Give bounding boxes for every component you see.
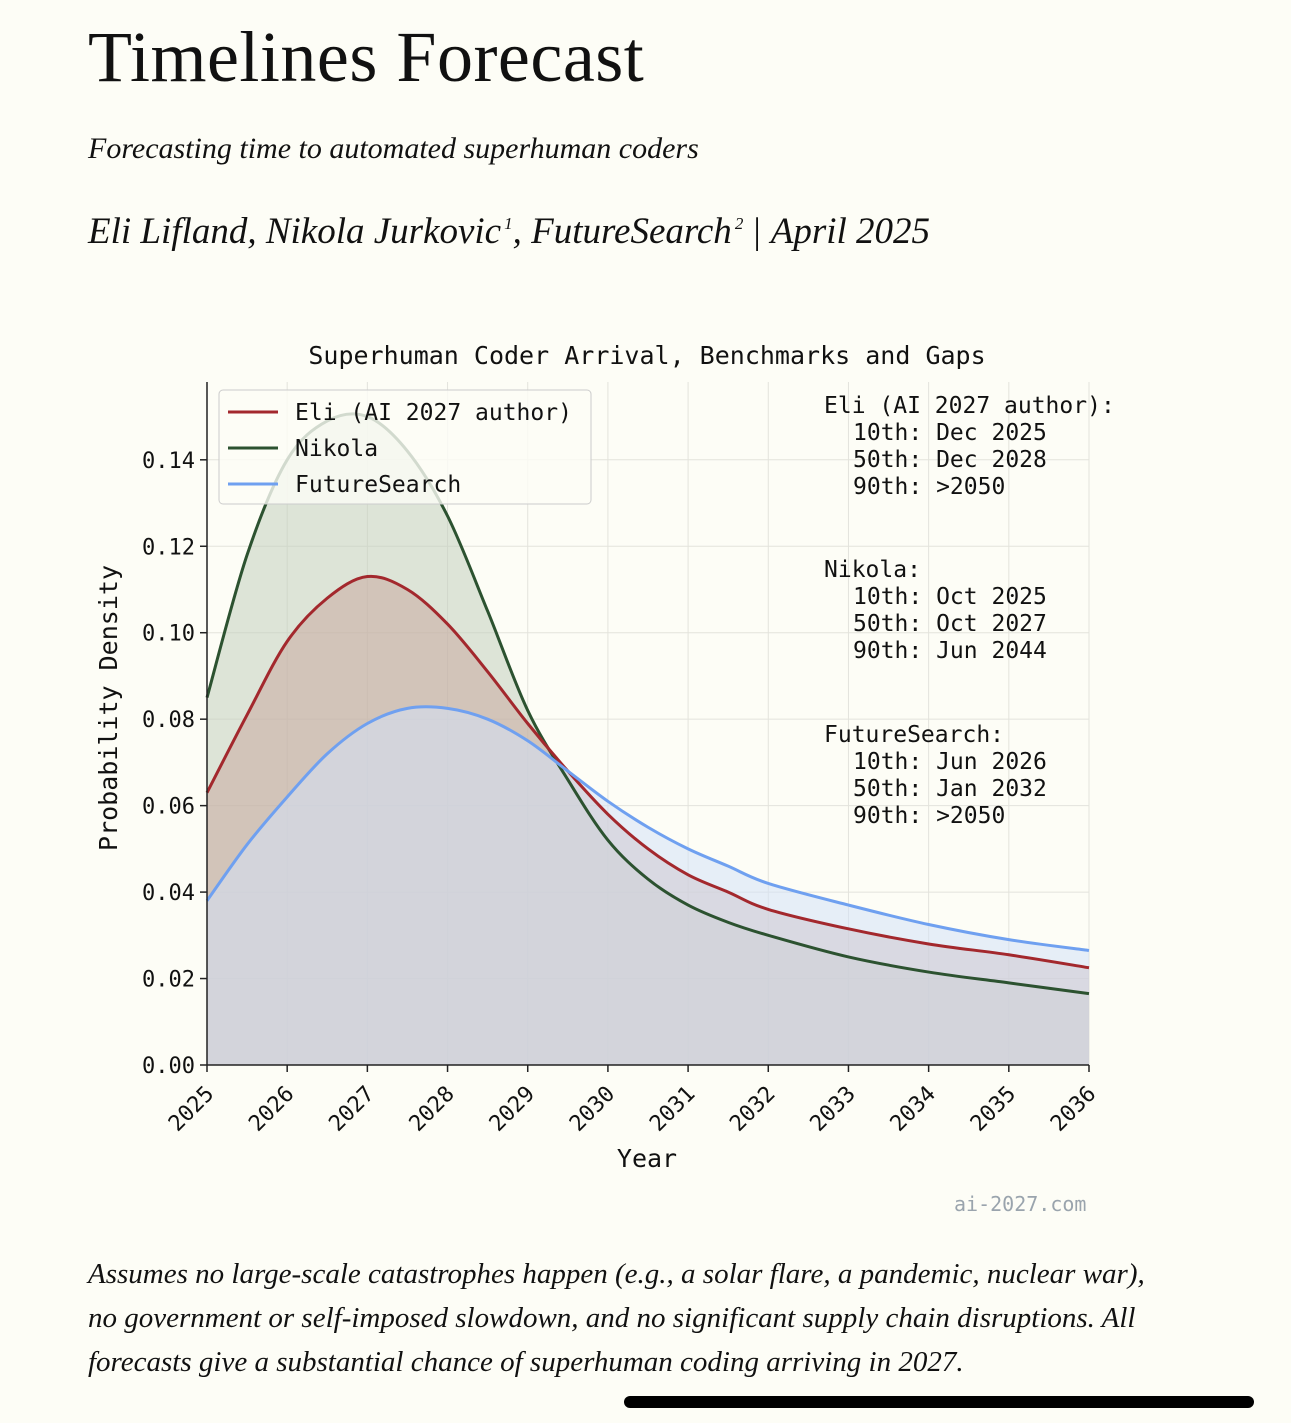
legend-label: Eli (AI 2027 author) xyxy=(295,400,572,426)
annotation-line: 10th: Oct 2025 xyxy=(853,584,1047,610)
x-tick-label: 2036 xyxy=(1046,1082,1101,1137)
x-tick-label: 2029 xyxy=(485,1082,540,1137)
y-tick-label: 0.00 xyxy=(142,1054,195,1079)
annotation-line: 90th: >2050 xyxy=(853,803,1005,829)
chart-title: Superhuman Coder Arrival, Benchmarks and… xyxy=(308,341,985,370)
chart-annotations: Eli (AI 2027 author):10th: Dec 202550th:… xyxy=(824,393,1115,829)
annotation-header: Nikola: xyxy=(824,557,921,583)
page-title: Timelines Forecast xyxy=(88,17,645,97)
line-futuresearch xyxy=(205,705,1090,952)
y-tick-label: 0.06 xyxy=(142,795,195,820)
byline-author-futuresearch[interactable]: , FutureSearch xyxy=(512,211,732,252)
y-tick-label: 0.04 xyxy=(142,881,195,906)
annotation-line: 90th: Jun 2044 xyxy=(853,638,1047,664)
chart-svg: 2025 2026 2027 2028 2029 2030 2031 2032 2033 2034… xyxy=(94,341,1115,1173)
annotation-line: 10th: Jun 2026 xyxy=(853,749,1047,775)
x-tick-label: 2028 xyxy=(405,1082,460,1137)
x-tick-label: 2035 xyxy=(966,1082,1021,1137)
annotation-line: 50th: Dec 2028 xyxy=(853,447,1047,473)
legend-box xyxy=(218,389,592,505)
x-tick-label: 2030 xyxy=(565,1082,620,1137)
byline-date: April 2025 xyxy=(770,211,931,252)
x-tick-label: 2033 xyxy=(806,1082,861,1137)
annotation-line: 10th: Dec 2025 xyxy=(853,420,1047,446)
x-tick-label: 2026 xyxy=(244,1082,299,1137)
y-axis-label: Probability Density xyxy=(94,565,123,851)
annotation-header: FutureSearch: xyxy=(824,722,1004,748)
home-indicator[interactable] xyxy=(624,1396,1254,1408)
forecast-chart: 2025 2026 2027 2028 2029 2030 2031 2032 2033 2034… xyxy=(86,330,1236,1230)
x-tick-label: 2025 xyxy=(164,1082,219,1137)
annotation-line: 50th: Oct 2027 xyxy=(853,611,1047,637)
area-futuresearch xyxy=(207,706,1089,1065)
page-subtitle: Forecasting time to automated superhuman… xyxy=(88,132,699,165)
y-tick-label: 0.14 xyxy=(142,449,195,474)
annotation-header: Eli (AI 2027 author): xyxy=(824,393,1115,419)
x-tick-label: 2027 xyxy=(324,1082,379,1137)
footnote: Assumes no large-scale catastrophes happ… xyxy=(88,1258,1145,1378)
byline-separator: | xyxy=(753,211,761,252)
chart-areas xyxy=(207,413,1089,1065)
footnote-marker-2[interactable]: 2 xyxy=(734,214,744,233)
byline: Eli Lifland, Nikola Jurkovic 1, FutureSea… xyxy=(88,210,930,253)
byline-author-nikola[interactable]: Nikola Jurkovic xyxy=(265,211,502,252)
annotation-line: 90th: >2050 xyxy=(853,474,1005,500)
legend-label: FutureSearch xyxy=(295,472,461,498)
x-tick-label: 2032 xyxy=(725,1082,780,1137)
y-tick-label: 0.12 xyxy=(142,535,195,560)
byline-author-eli[interactable]: Eli Lifland, xyxy=(88,211,257,252)
annotation-line: 50th: Jan 2032 xyxy=(853,776,1047,802)
chart-legend: Eli (AI 2027 author) Nikola FutureSearch xyxy=(218,389,592,505)
watermark: ai-2027.com xyxy=(954,1192,1087,1216)
y-tick-label: 0.10 xyxy=(142,622,195,647)
legend-label: Nikola xyxy=(295,436,378,462)
x-tick-label: 2031 xyxy=(645,1082,700,1137)
y-tick-label: 0.08 xyxy=(142,708,195,733)
y-tick-label: 0.02 xyxy=(142,968,195,993)
x-axis-label: Year xyxy=(617,1144,677,1173)
x-tick-label: 2034 xyxy=(886,1082,941,1137)
footnote-marker-1[interactable]: 1 xyxy=(504,214,513,233)
